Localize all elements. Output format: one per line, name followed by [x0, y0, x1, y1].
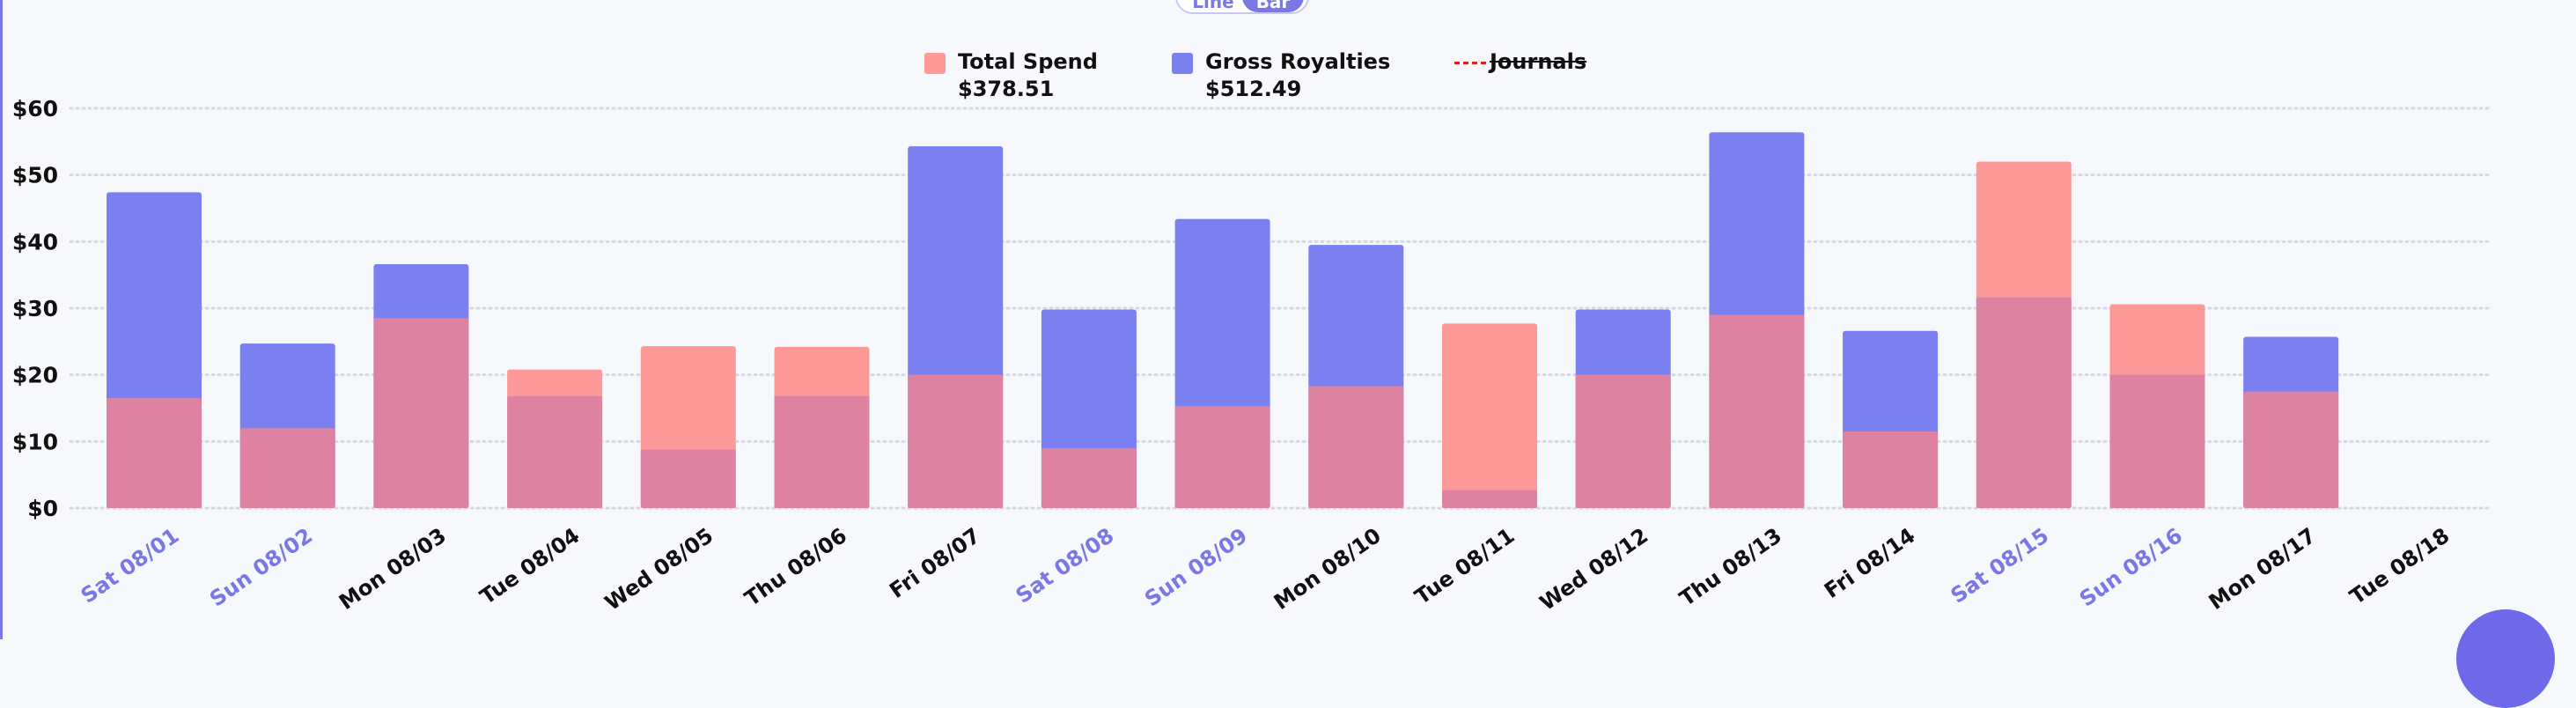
bar-gross-royalties	[774, 395, 870, 508]
line-toggle-option[interactable]: Line	[1192, 0, 1234, 12]
y-tick-label: $0	[27, 496, 58, 521]
x-tick-label: Sun 08/16	[2075, 523, 2187, 612]
legend-label-journals: Journals	[1490, 49, 1587, 74]
bar-gross-royalties	[1976, 297, 2072, 508]
bar-total-spend	[1575, 374, 1671, 508]
x-tick-label: Sat 08/01	[77, 523, 184, 608]
x-tick-label: Tue 08/18	[2345, 523, 2454, 609]
bar-total-spend	[1174, 406, 1270, 508]
x-tick-label: Sat 08/15	[1947, 523, 2054, 608]
bar-gross-royalties	[507, 395, 603, 508]
floating-action-button[interactable]	[2456, 609, 2555, 708]
y-tick-label: $10	[12, 429, 58, 454]
page-frame	[0, 0, 3, 639]
x-tick-label: Mon 08/17	[2204, 523, 2321, 615]
x-tick-label: Tue 08/11	[1410, 523, 1519, 609]
x-tick-label: Thu 08/06	[740, 523, 851, 611]
x-tick-label: Wed 08/12	[1535, 523, 1652, 616]
x-tick-label: Mon 08/10	[1270, 523, 1386, 615]
y-tick-label: $50	[12, 163, 58, 188]
chart-type-toggle[interactable]: Line Bar	[1175, 0, 1309, 14]
x-tick-label: Thu 08/13	[1675, 523, 1786, 611]
bar-total-spend	[2243, 391, 2339, 508]
x-tick-label: Sat 08/08	[1012, 523, 1119, 608]
bar-total-spend	[373, 318, 469, 508]
bar-total-spend	[1709, 314, 1805, 508]
y-tick-label: $60	[12, 96, 58, 122]
x-tick-label: Mon 08/03	[335, 523, 451, 615]
legend-swatch-gross-royalties	[1172, 53, 1193, 74]
bar-total-spend	[239, 428, 335, 508]
x-tick-label: Sun 08/02	[205, 523, 317, 612]
x-tick-label: Fri 08/07	[885, 523, 984, 603]
bar-total-spend	[107, 398, 202, 508]
legend-label-gross-royalties: Gross Royalties	[1205, 49, 1391, 74]
x-tick-label: Sun 08/09	[1140, 523, 1252, 612]
legend-gross-royalties-value: $512.49	[1205, 77, 1302, 101]
y-tick-label: $20	[12, 363, 58, 388]
legend-swatch-journals	[1454, 62, 1486, 64]
legend-swatch-total-spend	[924, 53, 946, 74]
x-tick-label: Tue 08/04	[475, 523, 584, 609]
bar-total-spend	[908, 374, 1004, 508]
bar-total-spend	[1843, 431, 1939, 508]
bar-gross-royalties	[2109, 374, 2205, 508]
y-tick-label: $30	[12, 296, 58, 321]
x-tick-label: Wed 08/05	[600, 523, 718, 616]
x-tick-label: Fri 08/14	[1820, 523, 1919, 603]
bar-toggle-option[interactable]: Bar	[1242, 0, 1304, 12]
legend-label-total-spend: Total Spend	[958, 49, 1098, 74]
y-tick-label: $40	[12, 229, 58, 254]
bar-total-spend	[1442, 323, 1537, 508]
bar-total-spend	[1308, 386, 1404, 508]
legend-total-spend-value: $378.51	[958, 77, 1055, 101]
bar-total-spend	[1041, 447, 1137, 508]
bar-gross-royalties	[640, 449, 736, 508]
bar-gross-royalties	[1442, 490, 1537, 508]
